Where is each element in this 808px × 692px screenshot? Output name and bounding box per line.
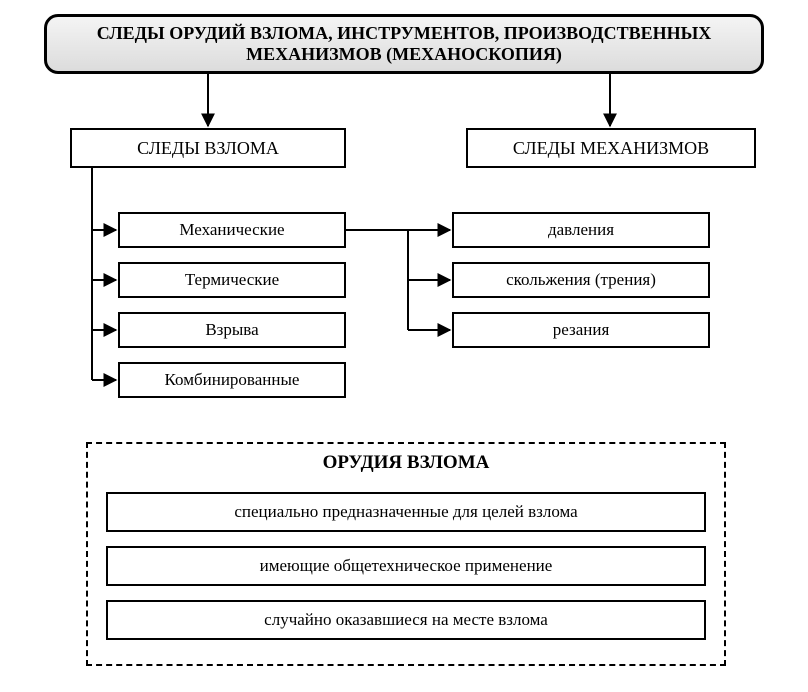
right-child-label: скольжения (трения)	[506, 270, 656, 290]
tools-item-label: случайно оказавшиеся на месте взлома	[264, 610, 548, 630]
right-child-label: давления	[548, 220, 614, 240]
right-child-label: резания	[553, 320, 610, 340]
header-line1: СЛЕДЫ ОРУДИЙ ВЗЛОМА, ИНСТРУМЕНТОВ, ПРОИЗ…	[97, 23, 712, 43]
traces-breakin-box: СЛЕДЫ ВЗЛОМА	[70, 128, 346, 168]
tools-item-general: имеющие общетехническое применение	[106, 546, 706, 586]
header-line2: МЕХАНИЗМОВ (МЕХАНОСКОПИЯ)	[246, 44, 562, 64]
left-child-label: Механические	[179, 220, 284, 240]
tools-title: ОРУДИЯ ВЗЛОМА	[86, 452, 726, 474]
tools-item-special: специально предназначенные для целей взл…	[106, 492, 706, 532]
tools-item-label: специально предназначенные для целей взл…	[234, 502, 577, 522]
left-child-label: Термические	[185, 270, 279, 290]
header-box: СЛЕДЫ ОРУДИЙ ВЗЛОМА, ИНСТРУМЕНТОВ, ПРОИЗ…	[44, 14, 764, 74]
tools-item-label: имеющие общетехническое применение	[260, 556, 553, 576]
right-child-sliding: скольжения (трения)	[452, 262, 710, 298]
left-child-label: Взрыва	[205, 320, 258, 340]
left-child-explosion: Взрыва	[118, 312, 346, 348]
tools-item-incidental: случайно оказавшиеся на месте взлома	[106, 600, 706, 640]
right-child-pressure: давления	[452, 212, 710, 248]
left-child-mechanical: Механические	[118, 212, 346, 248]
tools-title-label: ОРУДИЯ ВЗЛОМА	[323, 452, 490, 473]
left-child-label: Комбинированные	[165, 370, 300, 390]
traces-breakin-label: СЛЕДЫ ВЗЛОМА	[137, 138, 279, 159]
traces-mechanisms-box: СЛЕДЫ МЕХАНИЗМОВ	[466, 128, 756, 168]
left-child-combined: Комбинированные	[118, 362, 346, 398]
left-child-thermal: Термические	[118, 262, 346, 298]
right-child-cutting: резания	[452, 312, 710, 348]
header-text: СЛЕДЫ ОРУДИЙ ВЗЛОМА, ИНСТРУМЕНТОВ, ПРОИЗ…	[97, 23, 712, 64]
traces-mechanisms-label: СЛЕДЫ МЕХАНИЗМОВ	[513, 138, 709, 159]
